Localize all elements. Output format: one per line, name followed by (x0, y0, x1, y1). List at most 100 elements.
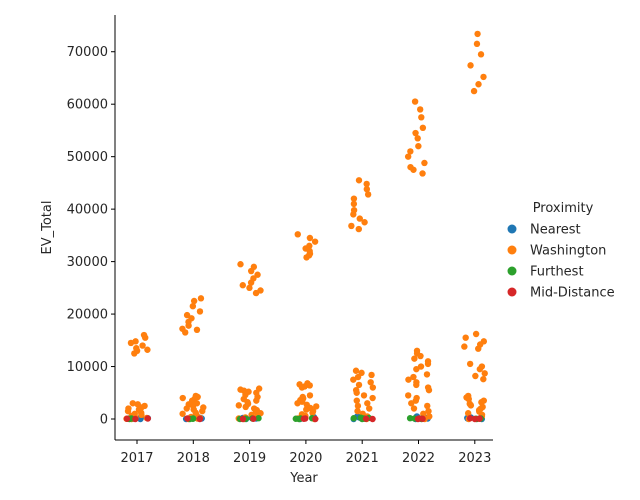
data-point (239, 282, 246, 289)
data-point (189, 415, 197, 422)
data-point (356, 215, 363, 222)
data-point (480, 375, 487, 383)
data-point (250, 263, 258, 271)
data-point (419, 124, 427, 132)
data-point (411, 355, 418, 362)
data-point (250, 415, 257, 422)
data-point (298, 384, 306, 391)
data-point (421, 159, 428, 167)
data-point (412, 129, 419, 137)
data-point (476, 365, 484, 373)
data-point (350, 376, 357, 383)
data-point (123, 415, 131, 422)
data-point (353, 389, 360, 396)
data-point (369, 415, 376, 423)
data-point (369, 394, 376, 402)
data-point (354, 402, 362, 410)
x-tick-label: 2017 (120, 451, 153, 466)
data-point (355, 177, 363, 184)
data-point (361, 219, 368, 226)
series-mid-distance (123, 415, 483, 423)
legend-label: Washington (530, 244, 606, 259)
y-axis-label: EV_Total (40, 201, 55, 255)
data-point (472, 330, 480, 338)
data-point (470, 87, 478, 95)
data-point (306, 234, 314, 242)
data-point (183, 405, 190, 412)
data-point (189, 303, 197, 310)
data-point (255, 415, 262, 422)
data-point (481, 370, 488, 377)
data-point (193, 326, 201, 334)
data-point (404, 153, 412, 160)
data-point (405, 392, 412, 399)
y-tick-label: 0 (100, 413, 108, 428)
data-point (364, 191, 372, 198)
data-point (416, 106, 424, 113)
data-point (302, 415, 309, 422)
data-point (410, 373, 417, 381)
data-point (408, 400, 415, 407)
data-point (363, 180, 370, 188)
data-point (415, 142, 422, 150)
data-point (473, 40, 481, 48)
data-point (250, 275, 257, 282)
legend-label: Furthest (530, 265, 584, 280)
data-point (415, 415, 423, 422)
x-axis-label: Year (289, 471, 318, 486)
data-point (350, 415, 357, 422)
data-point (309, 409, 316, 416)
data-point (474, 30, 481, 38)
data-point (360, 392, 368, 399)
data-point (423, 371, 431, 378)
y-tick-label: 70000 (67, 45, 108, 60)
data-point (405, 376, 412, 383)
data-point (363, 186, 371, 193)
data-point (369, 384, 377, 391)
data-point (414, 135, 421, 142)
data-point (467, 402, 475, 409)
y-tick-label: 50000 (67, 150, 108, 165)
data-point (472, 372, 479, 380)
data-point (477, 51, 485, 58)
data-point (355, 381, 363, 389)
data-point (306, 392, 314, 399)
data-point (464, 410, 472, 417)
data-point (420, 410, 427, 417)
data-point (354, 407, 361, 415)
data-point (144, 346, 151, 353)
y-tick-label: 20000 (67, 308, 108, 323)
data-point (183, 311, 191, 319)
data-point (197, 295, 205, 302)
data-point (179, 394, 186, 402)
legend: Proximity Nearest Washington Furthest Mid-D… (507, 201, 615, 301)
series-washington (123, 30, 488, 423)
data-point (355, 225, 362, 233)
data-point (475, 81, 482, 88)
data-point (129, 400, 136, 407)
y-tick-label: 30000 (67, 255, 108, 270)
legend-title: Proximity (533, 201, 594, 216)
data-point (466, 360, 474, 368)
data-point (184, 415, 191, 422)
data-point (368, 371, 375, 379)
data-point (254, 271, 261, 278)
data-point (312, 415, 319, 423)
data-point (144, 415, 152, 422)
data-point (411, 98, 419, 105)
data-point (199, 407, 206, 415)
y-tick-label: 60000 (67, 98, 108, 113)
data-point (480, 73, 487, 81)
data-point (292, 415, 300, 422)
data-point (424, 360, 432, 368)
data-point (425, 386, 433, 394)
data-point (133, 344, 140, 352)
data-point (132, 415, 139, 423)
y-tick-label: 10000 (67, 360, 108, 375)
data-point (406, 415, 414, 422)
legend-marker (507, 245, 517, 255)
data-point (417, 352, 424, 360)
data-point (303, 406, 310, 413)
data-point (407, 163, 414, 171)
data-point (246, 284, 253, 292)
